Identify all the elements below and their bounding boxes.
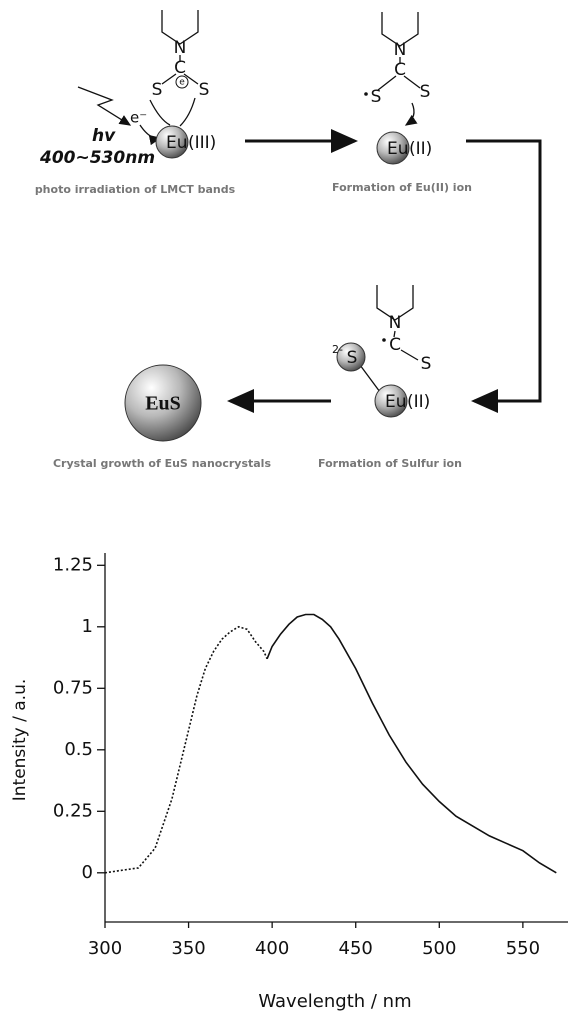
x-tick-label: 500 — [422, 938, 456, 959]
x-tick-label: 300 — [88, 938, 122, 959]
diagram: N C S S e e⁻ hv 400~530nm Eu (III) photo… — [35, 10, 540, 470]
atom: C — [394, 60, 406, 80]
metal-state: (III) — [188, 133, 216, 153]
figure: N C S S e e⁻ hv 400~530nm Eu (III) photo… — [0, 0, 568, 1018]
chart: Intensity / a.u. Wavelength / nm 0 0.25 0.… — [10, 553, 568, 1012]
light: hv — [92, 126, 116, 146]
metal: Eu — [385, 392, 407, 412]
electron-arrow — [406, 103, 414, 125]
x-tick-label: 450 — [339, 938, 373, 959]
metal-state: (II) — [407, 392, 430, 412]
metal-state: (II) — [409, 139, 432, 159]
line — [267, 615, 556, 873]
atom: N — [174, 38, 187, 58]
arrow — [466, 141, 540, 401]
atom: S — [421, 354, 432, 374]
atom: S — [199, 80, 210, 100]
y-axis-label: Intensity / a.u. — [10, 679, 30, 802]
eus-label: EuS — [145, 393, 181, 415]
radical — [364, 92, 368, 96]
y-tick-label: 0.5 — [64, 739, 93, 760]
atom: C — [389, 335, 401, 355]
x-tick-label: 550 — [506, 938, 540, 959]
y-tick-label: 0.25 — [53, 800, 93, 821]
y-tick-label: 0.75 — [53, 677, 93, 698]
atom: N — [389, 313, 402, 333]
radical — [382, 338, 386, 342]
metal: Eu — [387, 139, 409, 159]
charge: e — [179, 78, 185, 88]
electron: e⁻ — [130, 109, 147, 127]
metal: Eu — [166, 133, 188, 153]
caption: Formation of Eu(II) ion — [332, 181, 472, 194]
sulfur-charge: 2- — [332, 343, 343, 356]
y-tick-label: 0 — [82, 862, 93, 883]
y-tick-label: 1.25 — [53, 554, 93, 575]
caption: photo irradiation of LMCT bands — [35, 183, 236, 196]
x-tick-label: 400 — [255, 938, 289, 959]
sulfur: S — [347, 348, 358, 368]
light-arrow — [78, 87, 130, 125]
x-tick-label: 350 — [171, 938, 205, 959]
atom: N — [394, 40, 407, 60]
x-axis-label: Wavelength / nm — [258, 991, 411, 1012]
wavelength-range: 400~530nm — [39, 148, 155, 168]
line — [105, 627, 267, 873]
atom: C — [174, 58, 186, 78]
y-tick-label: 1 — [82, 616, 93, 637]
caption: Formation of Sulfur ion — [318, 457, 462, 470]
atom: S — [420, 82, 431, 102]
caption: Crystal growth of EuS nanocrystals — [53, 457, 271, 470]
atom: S — [371, 87, 382, 107]
atom: S — [152, 80, 163, 100]
